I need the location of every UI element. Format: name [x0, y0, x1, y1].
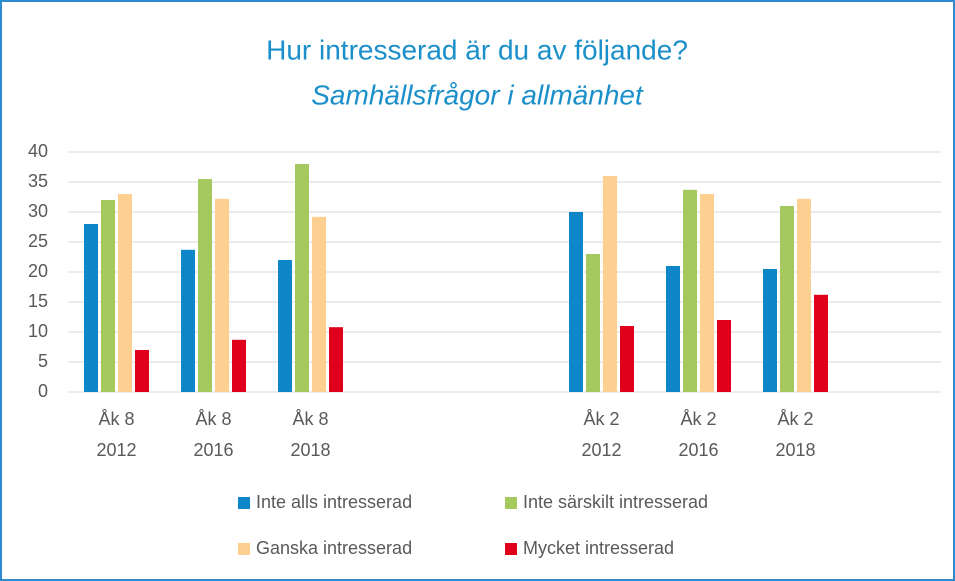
y-tick-label: 25: [28, 231, 48, 251]
chart-title: Hur intresserad är du av följande?: [266, 34, 688, 65]
bar: [295, 164, 309, 392]
x-tick-label: Åk 8 2018: [290, 409, 330, 460]
bar: [603, 176, 617, 392]
bar: [101, 200, 115, 392]
y-tick-label: 35: [28, 171, 48, 191]
bar: [84, 224, 98, 392]
x-tick-label: Åk 2 2018: [775, 409, 815, 460]
bar: [232, 339, 246, 392]
bar: [278, 260, 292, 392]
bar: [215, 198, 229, 392]
bar: [780, 206, 794, 392]
y-tick-label: 0: [38, 381, 48, 401]
legend-label: Inte särskilt intresserad: [523, 492, 708, 512]
bar: [814, 294, 828, 392]
bar: [666, 266, 680, 392]
legend-swatch: [238, 497, 250, 509]
y-tick-label: 40: [28, 141, 48, 161]
bar: [569, 212, 583, 392]
y-tick-label: 20: [28, 261, 48, 281]
legend-swatch: [505, 543, 517, 555]
bar: [181, 249, 195, 392]
legend-label: Ganska intresserad: [256, 538, 412, 558]
bar: [763, 269, 777, 392]
y-tick-label: 5: [38, 351, 48, 371]
bar: [118, 194, 132, 392]
legend-label: Mycket intresserad: [523, 538, 674, 558]
y-tick-label: 30: [28, 201, 48, 221]
y-tick-label: 10: [28, 321, 48, 341]
y-tick-label: 15: [28, 291, 48, 311]
bar: [683, 189, 697, 392]
x-tick-label: Åk 2 2012: [581, 409, 621, 460]
bar: [329, 327, 343, 392]
bar: [620, 326, 634, 392]
x-tick-label: Åk 2 2016: [678, 409, 718, 460]
bar: [135, 350, 149, 392]
legend-label: Inte alls intresserad: [256, 492, 412, 512]
x-tick-label: Åk 8 2012: [96, 409, 136, 460]
bar: [797, 198, 811, 392]
bar: [198, 179, 212, 392]
chart-subtitle: Samhällsfrågor i allmänhet: [311, 79, 644, 110]
legend-swatch: [238, 543, 250, 555]
bar: [700, 194, 714, 392]
bar: [717, 320, 731, 392]
legend-swatch: [505, 497, 517, 509]
bar: [312, 216, 326, 392]
x-tick-label: Åk 8 2016: [193, 409, 233, 460]
bar: [586, 254, 600, 392]
